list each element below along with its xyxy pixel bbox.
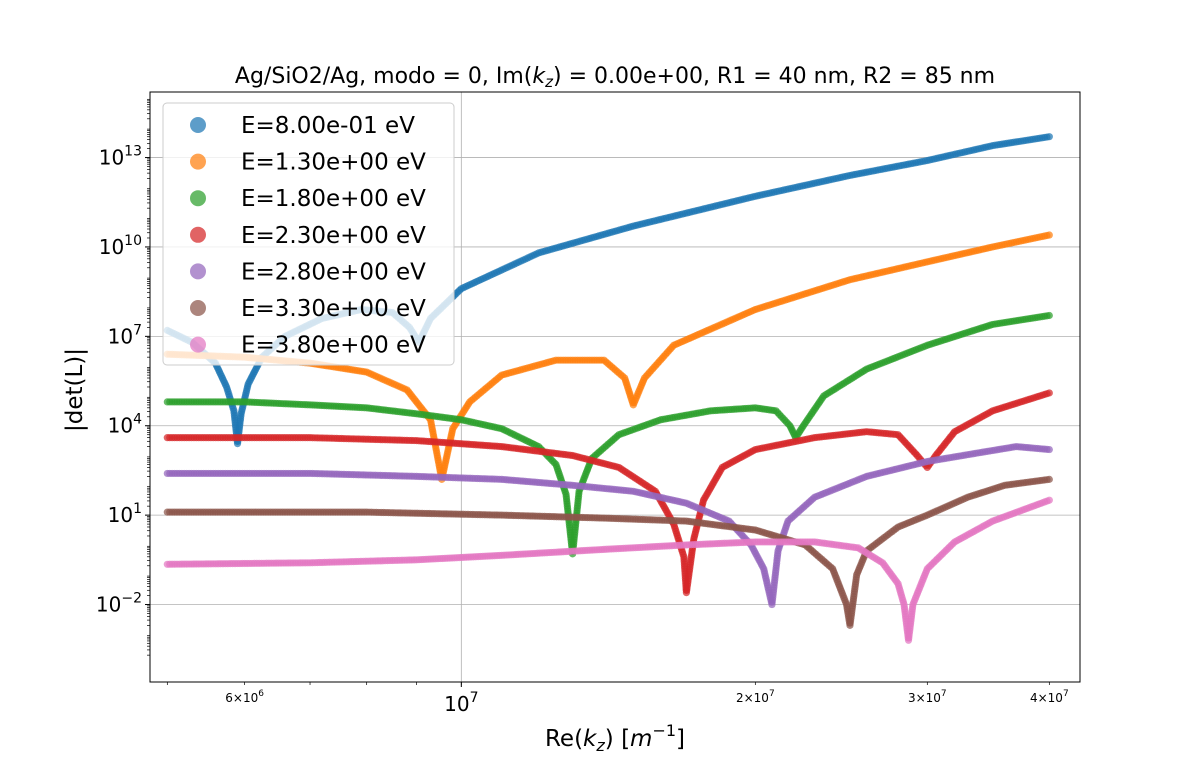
series-2-points — [163, 231, 1053, 483]
x-tick-label: 2×107 — [736, 689, 775, 705]
title-suffix: ) = 0.00e+00, R1 = 40 nm, R2 = 85 nm — [553, 64, 995, 89]
xlabel-mid: ) [ — [605, 726, 630, 752]
series-point — [1045, 496, 1053, 504]
series-6-points — [163, 475, 1053, 629]
y-tick-label: 104 — [108, 412, 142, 438]
y-tick-label: 10−2 — [96, 591, 142, 617]
series-point — [1045, 445, 1053, 454]
series-point — [1045, 475, 1053, 483]
x-tick-label: 6×106 — [225, 689, 264, 705]
chart-title: Ag/SiO2/Ag, modo = 0, Im(kz) = 0.00e+00,… — [235, 64, 995, 91]
title-prefix: Ag/SiO2/Ag, modo = 0, Im( — [235, 64, 532, 89]
y-tick-label: 107 — [108, 322, 142, 348]
title-var-sub: z — [544, 73, 554, 91]
legend-marker — [190, 226, 206, 243]
x-axis: 6×106 107 2×107 3×107 4×107 — [166, 682, 1069, 716]
legend-label: E=2.30e+00 eV — [241, 223, 426, 249]
xlabel-var-sub: z — [595, 736, 605, 755]
xlabel-unit-sup: −1 — [652, 721, 676, 740]
series-point — [1045, 389, 1053, 397]
legend-label: E=2.80e+00 eV — [241, 259, 426, 285]
series-point — [1045, 231, 1053, 239]
legend-label: E=1.80e+00 eV — [241, 186, 426, 212]
series-point — [1045, 133, 1053, 141]
legend-label: E=3.80e+00 eV — [241, 333, 426, 359]
x-axis-label: Re(kz) [m−1] — [545, 721, 685, 755]
legend-marker — [190, 300, 206, 316]
legend-marker — [190, 117, 206, 133]
y-axis-label: |det(L)| — [62, 348, 88, 432]
series-7-points — [163, 496, 1053, 644]
x-tick-label: 4×107 — [1030, 689, 1069, 705]
legend-label: E=8.00e-01 eV — [241, 113, 415, 139]
xlabel-unit-main: m — [630, 726, 652, 752]
x-tick-label: 107 — [444, 690, 478, 716]
y-tick-label: 101 — [108, 501, 142, 527]
series-3-points — [163, 311, 1053, 558]
series-5-points — [163, 442, 1053, 609]
series-point — [1045, 311, 1053, 320]
legend-box — [162, 102, 455, 366]
series-4-points — [163, 389, 1053, 597]
legend-label: E=3.30e+00 eV — [241, 296, 426, 322]
legend-label: E=1.30e+00 eV — [241, 150, 426, 176]
y-tick-label: 1013 — [99, 144, 142, 170]
y-tick-label: 1010 — [99, 233, 142, 259]
legend-marker — [190, 263, 206, 280]
title-var-main: k — [532, 64, 546, 89]
x-tick-label: 3×107 — [908, 689, 947, 705]
xlabel-suffix: ] — [676, 726, 685, 752]
legend-marker — [190, 190, 206, 207]
y-axis: 1013 1010 107 104 101 10−2 — [96, 98, 150, 656]
legend-marker — [190, 153, 206, 170]
legend: E=8.00e-01 eV E=1.30e+00 eV E=1.80e+00 eV E… — [162, 102, 455, 366]
xlabel-prefix: Re( — [545, 726, 583, 752]
legend-marker — [190, 336, 206, 353]
xlabel-var-main: k — [583, 726, 598, 752]
